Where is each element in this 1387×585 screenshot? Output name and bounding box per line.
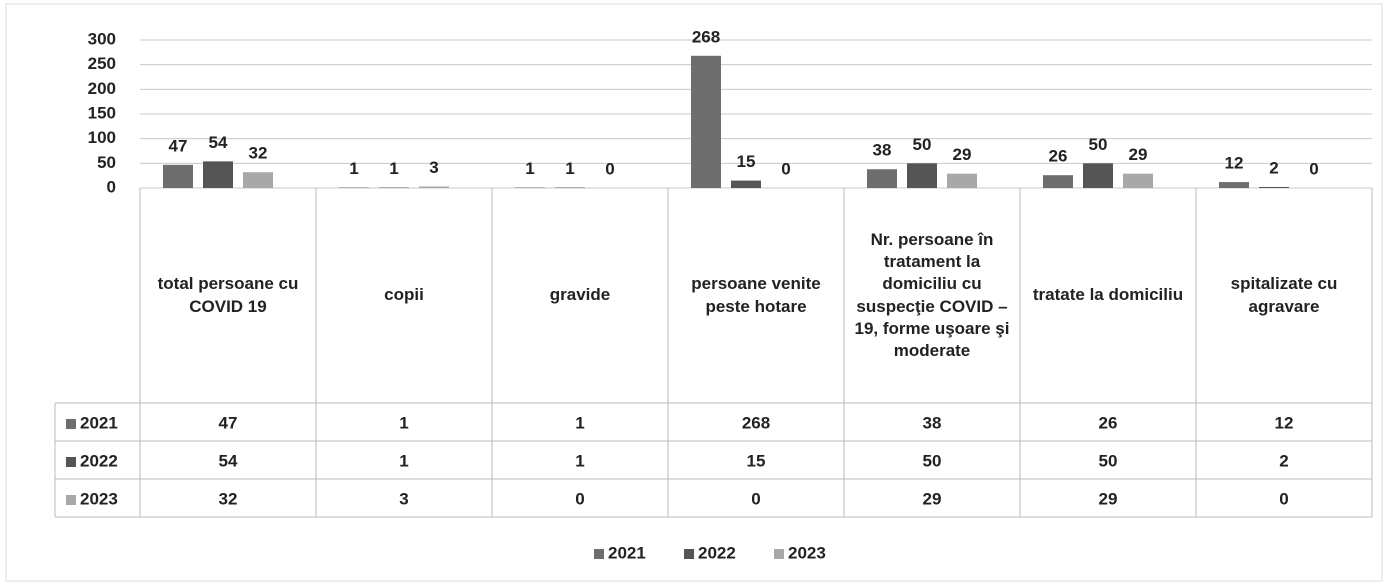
table-cell: 29 — [923, 489, 942, 508]
data-label: 0 — [1309, 159, 1318, 178]
row-label: 2021 — [80, 413, 118, 432]
bar — [1123, 173, 1153, 188]
bar — [867, 169, 897, 188]
category-label-box: copii — [384, 285, 424, 305]
bar — [691, 55, 721, 188]
legend-label: 2023 — [788, 543, 826, 562]
y-tick-label: 100 — [88, 128, 116, 147]
data-label: 3 — [429, 158, 438, 177]
data-label: 50 — [1089, 135, 1108, 154]
x-tick-label: total persoane cu COVID 19 — [157, 274, 299, 316]
x-tick-label: spitalizate cu agravare — [1230, 274, 1338, 316]
table-cell: 1 — [575, 413, 584, 432]
category-label-box: total persoane cu COVID 19 — [157, 274, 299, 316]
chart-frame — [5, 3, 1383, 582]
data-label: 26 — [1049, 147, 1068, 166]
bar — [907, 163, 937, 188]
data-label: 29 — [1129, 145, 1148, 164]
legend-label: 2021 — [608, 543, 646, 562]
bar — [419, 186, 449, 188]
table-cell: 47 — [219, 413, 238, 432]
data-label: 1 — [565, 159, 574, 178]
bar — [947, 173, 977, 188]
table-cell: 50 — [923, 451, 942, 470]
data-label: 47 — [169, 136, 188, 155]
table-cell: 2 — [1279, 451, 1288, 470]
data-label: 1 — [389, 159, 398, 178]
table-cell: 38 — [923, 413, 942, 432]
table-cell: 0 — [575, 489, 584, 508]
legend-swatch — [774, 549, 784, 559]
legend-swatch — [594, 549, 604, 559]
row-label: 2023 — [80, 489, 118, 508]
y-tick-label: 300 — [88, 29, 116, 48]
table-cell: 1 — [399, 413, 408, 432]
category-label-box: Nr. persoane în tratament la domiciliu c… — [854, 230, 1010, 360]
x-tick-label: Nr. persoane în tratament la domiciliu c… — [854, 230, 1010, 360]
bar — [1083, 163, 1113, 188]
x-tick-label: tratate la domiciliu — [1032, 285, 1184, 305]
category-label-box: tratate la domiciliu — [1032, 285, 1184, 305]
bar — [163, 164, 193, 188]
legend-swatch — [66, 495, 76, 505]
data-label: 0 — [781, 159, 790, 178]
bar — [1043, 175, 1073, 188]
table-cell: 1 — [575, 451, 584, 470]
y-tick-label: 250 — [88, 54, 116, 73]
category-label-box: persoane venite peste hotare — [691, 274, 821, 316]
table-cell: 54 — [219, 451, 238, 470]
bar — [203, 161, 233, 188]
data-label: 0 — [605, 159, 614, 178]
data-label: 29 — [953, 145, 972, 164]
data-label: 268 — [692, 27, 720, 46]
y-tick-label: 200 — [88, 79, 116, 98]
data-label: 1 — [525, 159, 534, 178]
data-label: 12 — [1225, 154, 1244, 173]
row-label: 2022 — [80, 451, 118, 470]
category-label-box: gravide — [549, 285, 611, 305]
bar — [1259, 187, 1289, 188]
legend-swatch — [66, 457, 76, 467]
table-cell: 50 — [1099, 451, 1118, 470]
x-tick-label: persoane venite peste hotare — [691, 274, 821, 316]
category-label-box: spitalizate cu agravare — [1230, 274, 1338, 316]
data-label: 2 — [1269, 158, 1278, 177]
legend-swatch — [66, 419, 76, 429]
data-label: 1 — [349, 159, 358, 178]
legend-swatch — [684, 549, 694, 559]
legend-label: 2022 — [698, 543, 736, 562]
table-cell: 0 — [1279, 489, 1288, 508]
table-cell: 1 — [399, 451, 408, 470]
data-label: 15 — [737, 152, 756, 171]
bar — [1219, 182, 1249, 188]
x-tick-label: copii — [384, 285, 424, 305]
table-cell: 26 — [1099, 413, 1118, 432]
table-cell: 15 — [747, 451, 766, 470]
y-tick-label: 0 — [107, 177, 116, 196]
table-cell: 268 — [742, 413, 770, 432]
data-label: 50 — [913, 135, 932, 154]
data-label: 38 — [873, 141, 892, 160]
table-cell: 32 — [219, 489, 238, 508]
data-label: 32 — [249, 144, 268, 163]
data-label: 54 — [209, 133, 228, 152]
table-cell: 12 — [1275, 413, 1294, 432]
y-tick-label: 50 — [97, 153, 116, 172]
table-cell: 29 — [1099, 489, 1118, 508]
table-cell: 3 — [399, 489, 408, 508]
table-cell: 0 — [751, 489, 760, 508]
bar — [731, 180, 761, 188]
y-tick-label: 150 — [88, 103, 116, 122]
x-tick-label: gravide — [549, 285, 611, 305]
bar — [243, 172, 273, 188]
